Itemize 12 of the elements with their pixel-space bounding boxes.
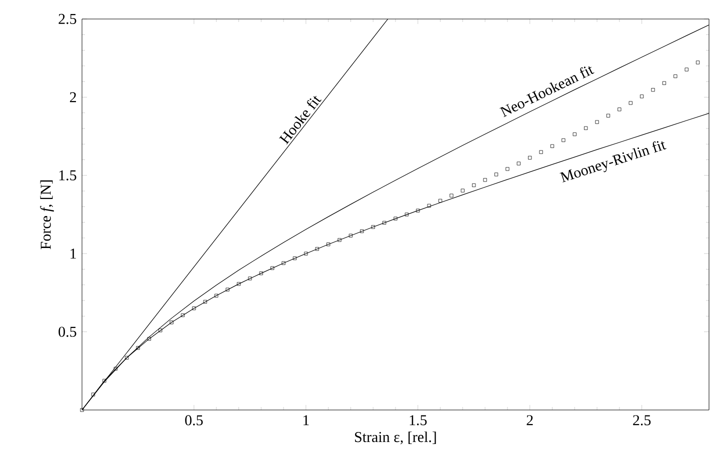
y-tick-label: 2.5 [58,14,76,24]
x-tick-label: 1.5 [410,415,427,426]
y-tick-label: 0.5 [58,326,76,337]
x-tick-label: 2.5 [633,415,651,426]
y-tick-label: 1 [70,248,76,259]
x-tick-label: 0.5 [185,415,203,426]
x-tick-label: 2 [526,415,533,426]
x-axis-title: Strain ε, [rel.] [355,432,436,444]
x-tick-label: 1 [304,415,309,426]
y-tick-label: 2 [70,92,76,102]
y-tick-label: 1.5 [59,170,76,180]
y-axis-title: Force f, [N] [40,180,54,250]
